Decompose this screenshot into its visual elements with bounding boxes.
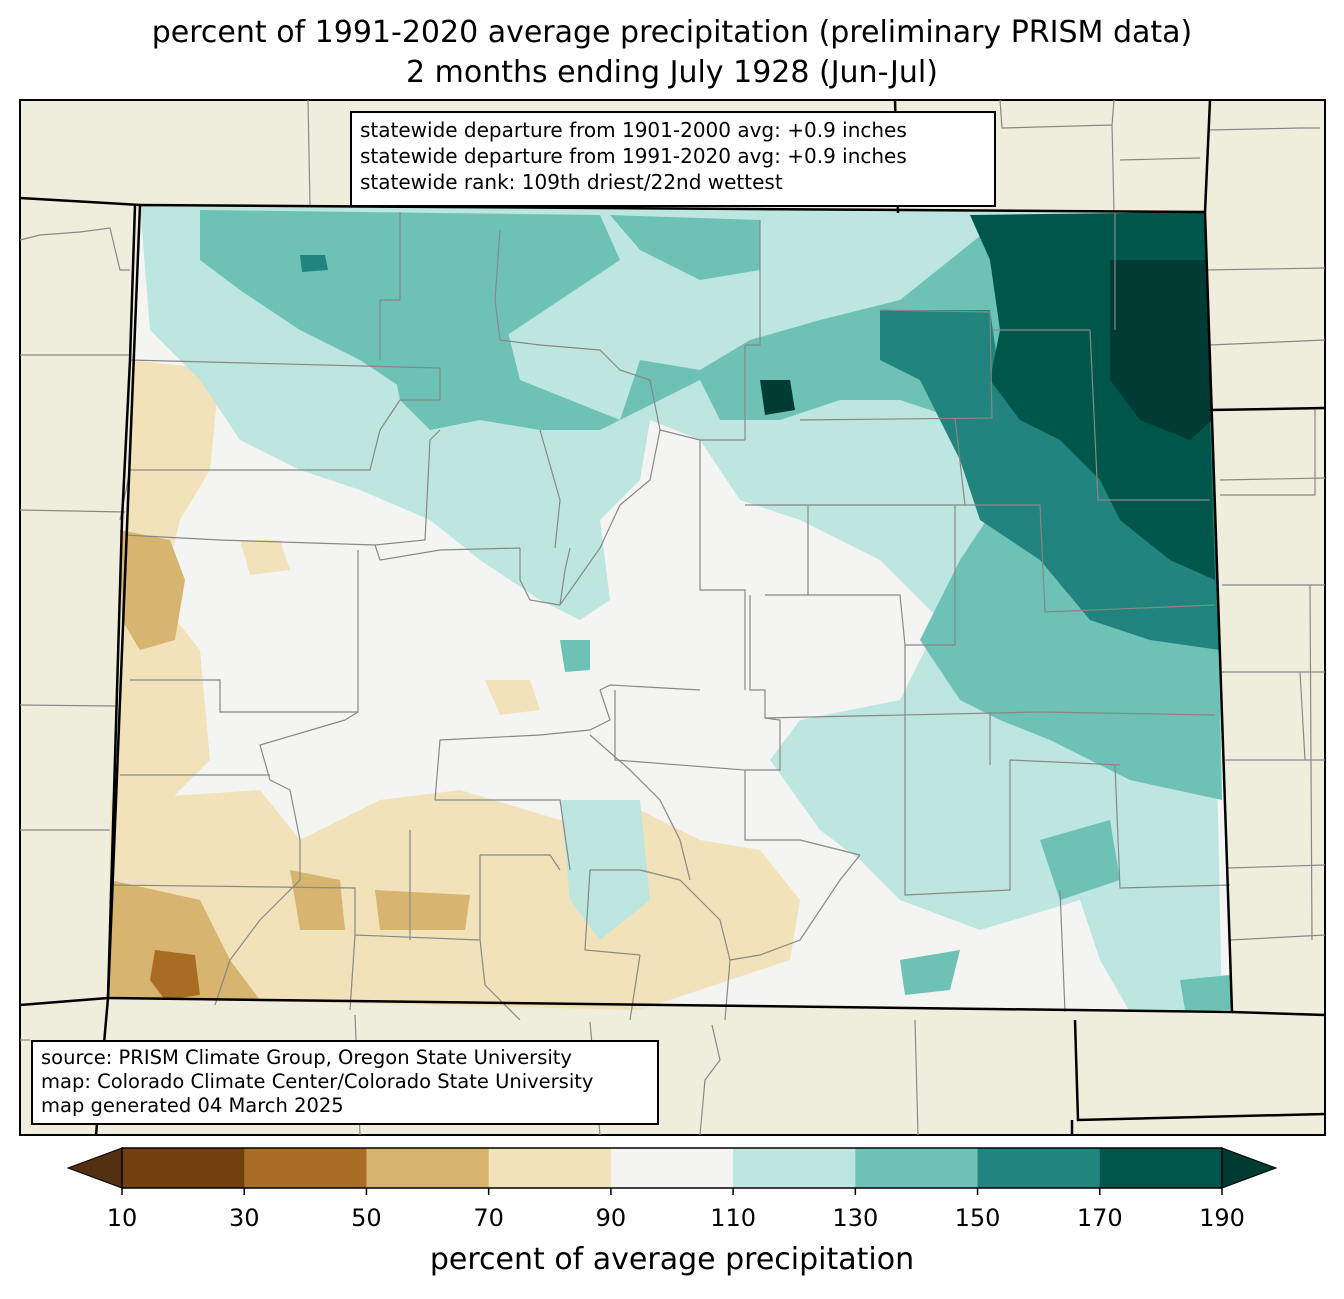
stats-line-1991-2020: statewide departure from 1991-2020 avg: …	[360, 144, 907, 168]
colorbar-outline	[121, 1147, 1223, 1189]
colorbar-bin	[488, 1148, 612, 1188]
colorbar-tick-label: 70	[473, 1204, 504, 1232]
colorbar-tick-label: 10	[106, 1204, 138, 1232]
colorbar-tick-label: 90	[595, 1204, 627, 1232]
colorbar-tick-label: 110	[710, 1204, 757, 1232]
colorbar-tick-label: 190	[1199, 1204, 1245, 1232]
colorado-county-lines	[109, 212, 1231, 1021]
colorbar-tick-label: 150	[954, 1204, 1001, 1232]
colorbar-bin	[366, 1148, 490, 1188]
stats-line-rank: statewide rank: 109th driest/22nd wettes…	[360, 170, 783, 194]
colorbar	[66, 1147, 1278, 1195]
colorbar-tick-label: 50	[351, 1204, 382, 1232]
source-line-prism: source: PRISM Climate Group, Oregon Stat…	[41, 1046, 572, 1069]
colorbar-bin	[855, 1148, 979, 1188]
colorbar-over-arrow	[1221, 1147, 1278, 1189]
colorbar-bin	[733, 1148, 856, 1188]
source-line-map: map: Colorado Climate Center/Colorado St…	[41, 1070, 594, 1093]
colorbar-bin	[1099, 1148, 1223, 1188]
precipitation-field	[108, 205, 1232, 1012]
source-line-generated: map generated 04 March 2025	[41, 1094, 344, 1117]
neighbor-county-lines	[19, 99, 1326, 1136]
colorbar-tick-label: 130	[832, 1204, 879, 1232]
map-title-line1: percent of 1991-2020 average precipitati…	[151, 15, 1193, 50]
colorbar-under-arrow	[66, 1147, 123, 1189]
stats-line-1901-2000: statewide departure from 1901-2000 avg: …	[360, 118, 907, 142]
map-title-line2: 2 months ending July 1928 (Jun-Jul)	[406, 55, 938, 90]
statewide-stats-box: statewide departure from 1901-2000 avg: …	[350, 111, 996, 207]
colorbar-tick-label: 30	[228, 1204, 260, 1232]
colorbar-bin	[122, 1148, 245, 1188]
colorbar-bin	[244, 1148, 367, 1188]
colorbar-bin	[977, 1148, 1101, 1188]
colorbar-label: percent of average precipitation	[429, 1242, 915, 1277]
colorbar-tick-label: 170	[1076, 1204, 1123, 1232]
colorbar-bin	[610, 1148, 734, 1188]
source-box: source: PRISM Climate Group, Oregon Stat…	[31, 1040, 659, 1125]
